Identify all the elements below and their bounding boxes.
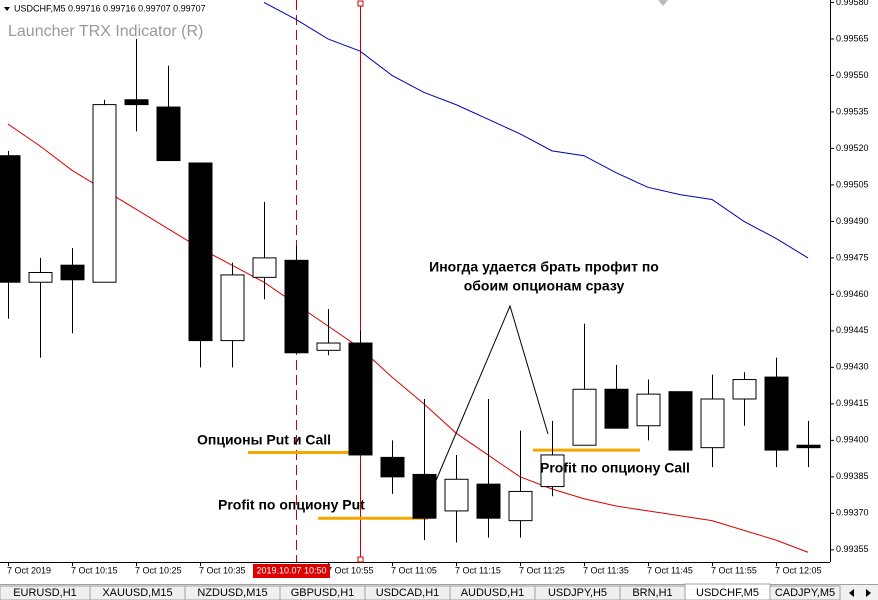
y-tick-label: 0.99415 xyxy=(836,398,869,408)
candle-body xyxy=(412,473,437,519)
cursor-time-box xyxy=(253,564,330,578)
tab-bar: EURUSD,H1 XAUUSD,M15 NZDUSD,M15 GBPUSD,H1 US… xyxy=(0,583,878,600)
y-tick-label: 0.99385 xyxy=(836,471,869,481)
y-tick-label: 0.99400 xyxy=(836,435,869,445)
tab-label[interactable]: USDJPY,H5 xyxy=(548,587,607,599)
x-tick-label: 7 Oct 11:45 xyxy=(647,565,693,575)
candle-body xyxy=(508,490,533,522)
y-tick-label: 0.99490 xyxy=(836,216,869,226)
candle-body xyxy=(284,259,309,354)
candle-body xyxy=(92,104,117,283)
candle-body xyxy=(60,264,85,281)
y-tick-label: 0.99535 xyxy=(836,106,869,116)
tab-label[interactable]: USDCAD,H1 xyxy=(376,587,440,599)
candle-body xyxy=(636,393,661,427)
candle-body xyxy=(540,454,565,488)
candle-body xyxy=(252,257,277,278)
x-tick-label: 7 Oct 11:25 xyxy=(519,565,565,575)
annotation-pointer xyxy=(431,304,549,491)
candle-body xyxy=(764,376,789,451)
candle-body xyxy=(444,478,469,512)
candle-body xyxy=(348,342,373,456)
y-tick-label: 0.99550 xyxy=(836,70,869,80)
tab-label[interactable]: CADJPY,M5 xyxy=(775,587,835,599)
candle-body xyxy=(124,99,149,106)
candle-body xyxy=(316,342,341,351)
tab[interactable] xyxy=(769,585,841,600)
y-tick-label: 0.99430 xyxy=(836,362,869,372)
x-tick-label: 7 Oct 12:05 xyxy=(775,565,822,575)
x-tick-label: 7 Oct 10:15 xyxy=(71,565,118,575)
candle-body xyxy=(0,155,21,283)
candle-body xyxy=(220,274,245,342)
candle-body xyxy=(604,388,629,429)
x-tick-label: 7 Oct 10:35 xyxy=(199,565,246,575)
y-tick-label: 0.99370 xyxy=(836,508,869,518)
moving-average xyxy=(263,1,809,259)
tab-label[interactable]: EURUSD,H1 xyxy=(13,587,77,599)
candle-body xyxy=(668,391,693,451)
x-tick-label: 7 Oct 10:55 xyxy=(327,565,374,575)
candle-body xyxy=(796,444,821,449)
candle-body xyxy=(732,379,757,400)
indicator-label: Launcher TRX Indicator (R) xyxy=(8,23,203,40)
y-tick-label: 0.99580 xyxy=(836,0,869,7)
y-tick-label: 0.99520 xyxy=(836,143,869,153)
y-tick-label: 0.99505 xyxy=(836,179,869,189)
x-tick-label: 7 Oct 11:35 xyxy=(583,565,629,575)
tab-scroll-left[interactable] xyxy=(849,589,854,597)
x-tick-label: 7 Oct 11:55 xyxy=(711,565,757,575)
symbol-menu-icon[interactable] xyxy=(4,7,10,11)
cursor-time-label: 2019.10.07 10:50 xyxy=(256,565,326,575)
tab-label[interactable]: XAUUSD,M15 xyxy=(102,587,172,599)
tab-label[interactable]: BRN,H1 xyxy=(632,587,672,599)
annotation: Profit по опциону Call xyxy=(540,460,690,476)
y-tick-label: 0.99460 xyxy=(836,289,869,299)
x-tick-label: 7 Oct 11:15 xyxy=(455,565,501,575)
y-tick-label: 0.99355 xyxy=(836,544,869,554)
candle-body xyxy=(380,456,405,478)
tab-label[interactable]: NZDUSD,M15 xyxy=(197,587,267,599)
candle-body xyxy=(156,106,181,162)
line-handle[interactable] xyxy=(357,556,364,563)
y-tick-label: 0.99475 xyxy=(836,252,869,262)
annotation: Profit по опциону Put xyxy=(218,497,365,513)
candle-body xyxy=(572,388,597,446)
plot-area xyxy=(0,0,821,563)
tab-scroll-right[interactable] xyxy=(866,589,871,597)
x-tick-label: 7 Oct 10:25 xyxy=(135,565,182,575)
y-tick-label: 0.99445 xyxy=(836,325,869,335)
scroll-marker xyxy=(658,0,668,6)
moving-average xyxy=(7,123,809,553)
chart-header: USDCHF,M5 0.99716 0.99716 0.99707 0.9970… xyxy=(14,3,206,13)
x-tick-label: 7 Oct 2019 xyxy=(7,565,51,575)
annotation: обоим опционам сразу xyxy=(464,278,625,294)
tab-label[interactable]: GBPUSD,H1 xyxy=(291,587,355,599)
x-tick-label: 7 Oct 11:05 xyxy=(391,565,437,575)
candle-body xyxy=(476,483,501,519)
tab-label[interactable]: USDCHF,M5 xyxy=(696,587,759,599)
annotation: Иногда удается брать профит по xyxy=(429,259,659,275)
candle-body xyxy=(700,398,725,449)
tab-label[interactable]: AUDUSD,H1 xyxy=(461,587,525,599)
candle-body xyxy=(28,271,53,283)
line-handle[interactable] xyxy=(357,0,364,7)
y-tick-label: 0.99565 xyxy=(836,33,869,43)
candle-body xyxy=(188,162,213,342)
annotation: Опционы Put и Call xyxy=(197,432,331,448)
